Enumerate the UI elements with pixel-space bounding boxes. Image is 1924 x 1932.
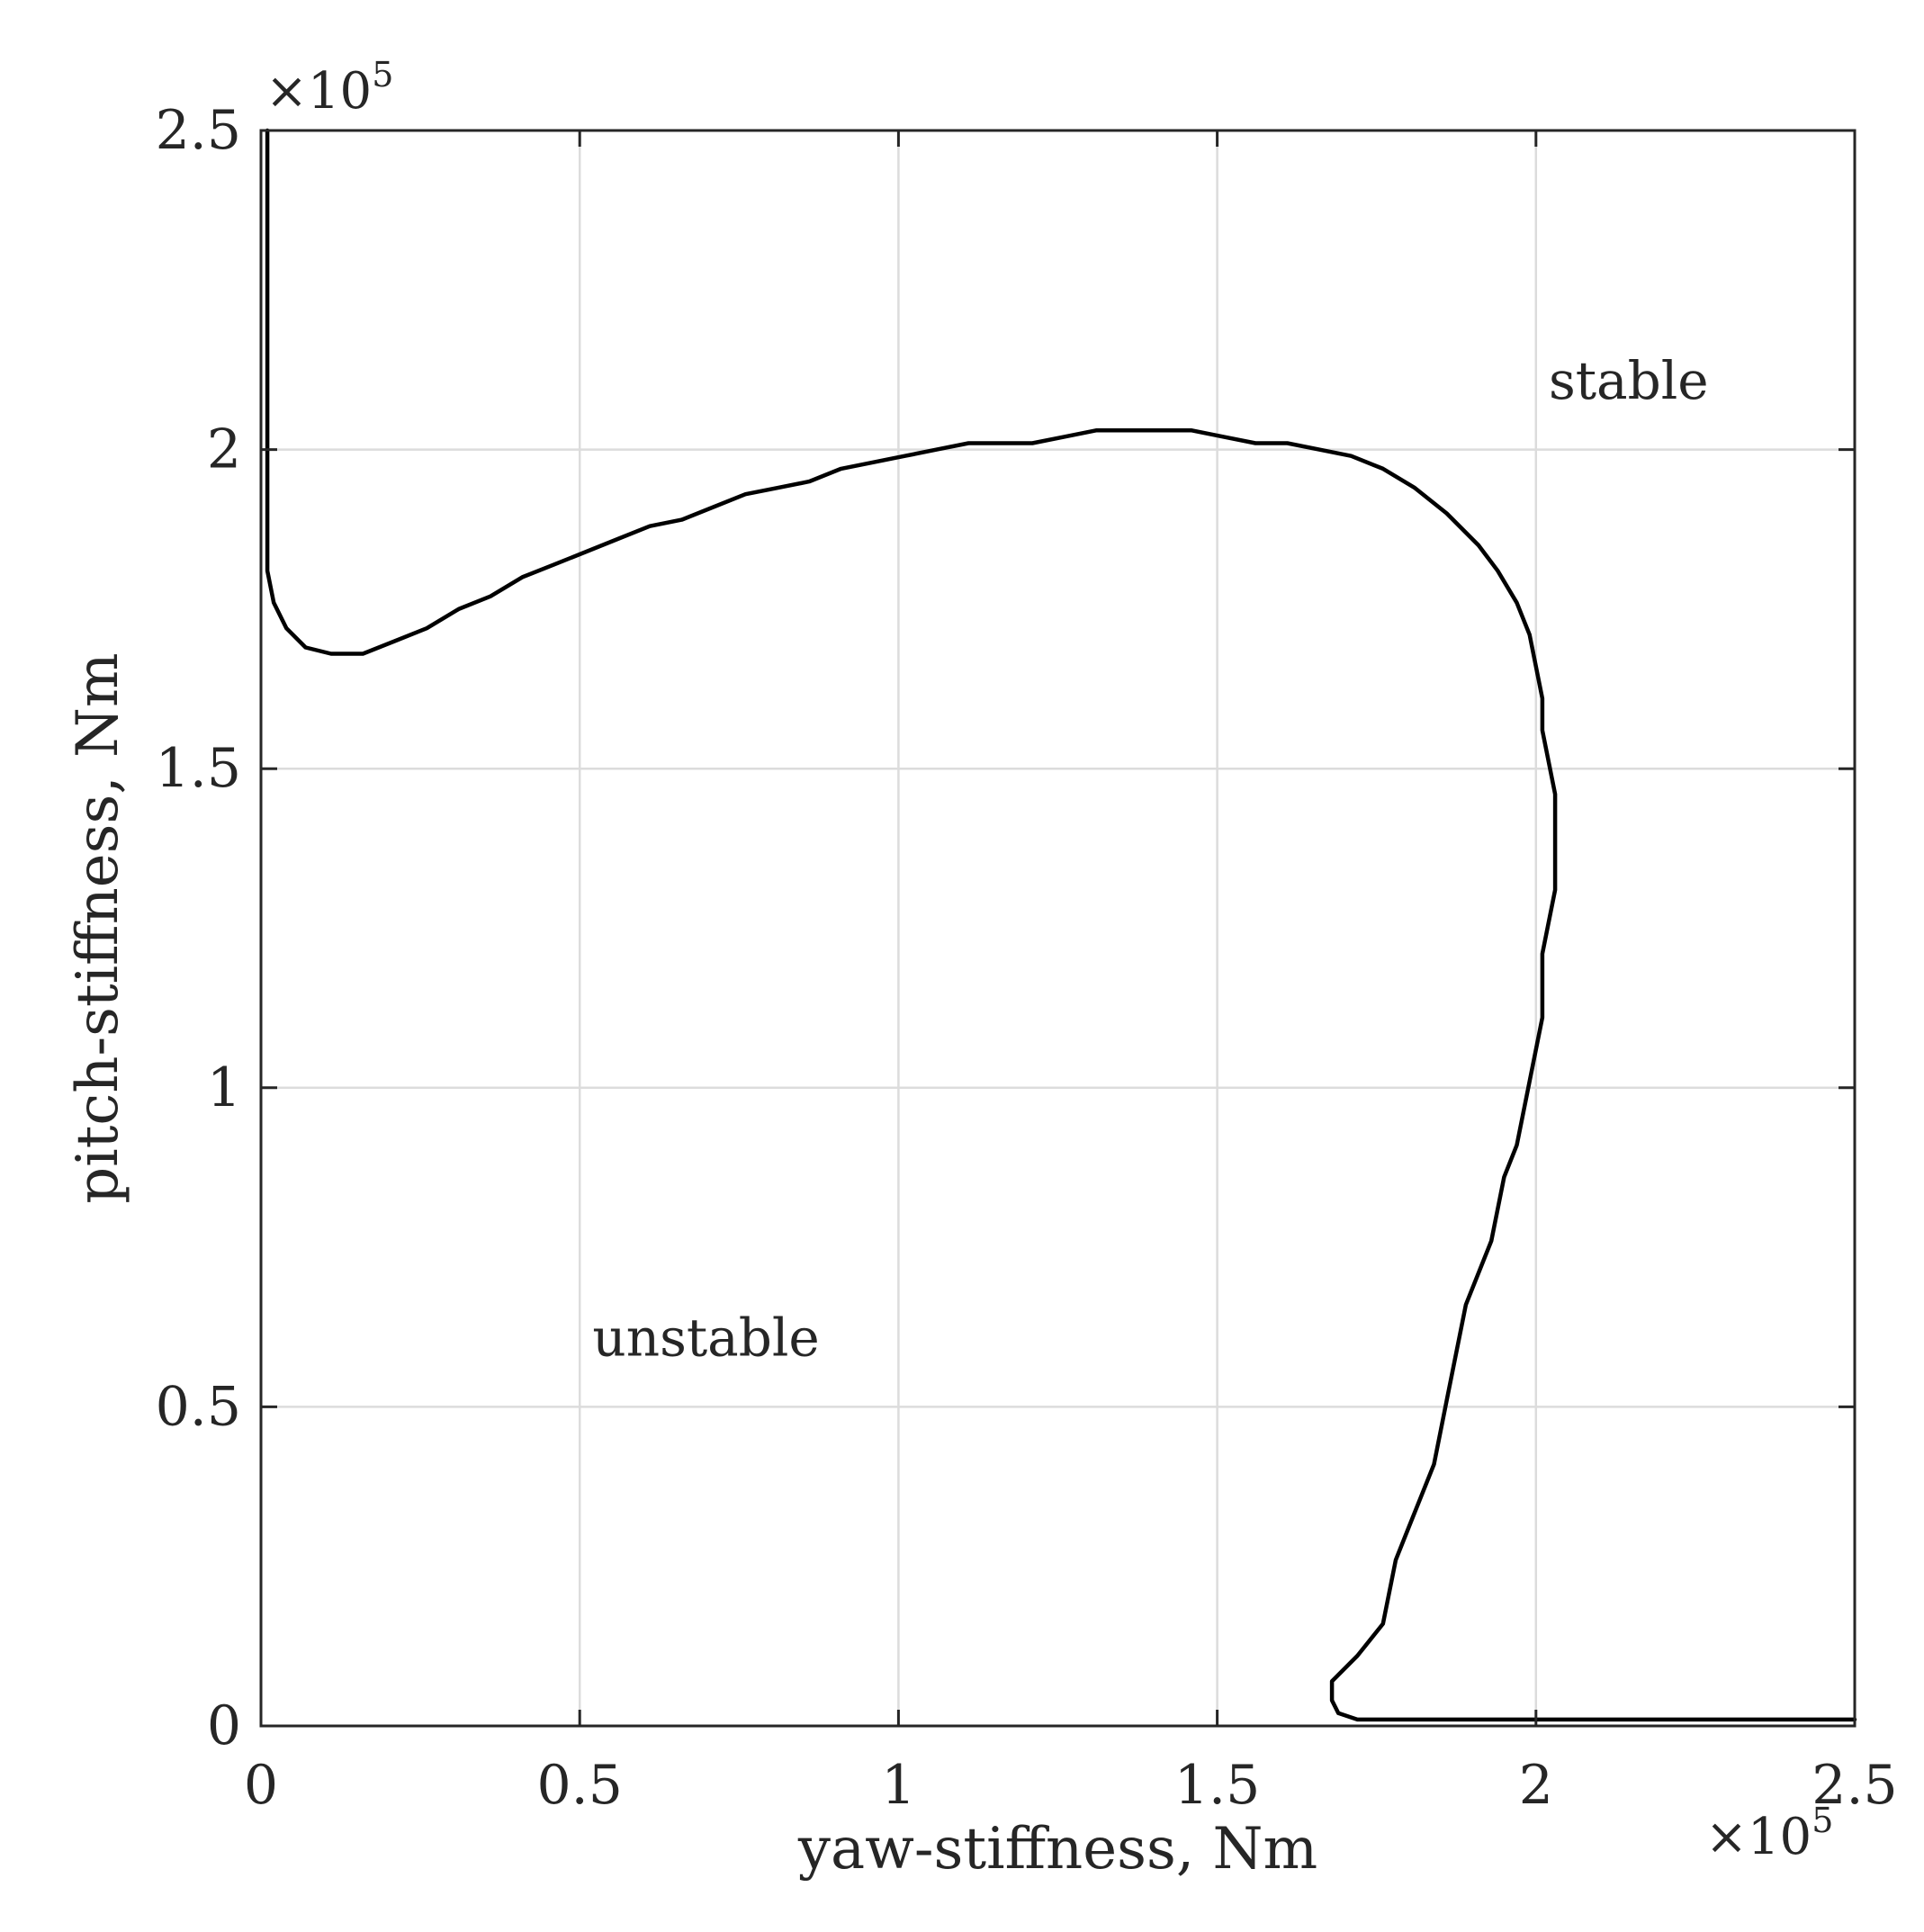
x-tick-label: 1: [881, 1754, 915, 1817]
tick-marks: [259, 129, 1857, 1728]
y-tick-label: 1.5: [156, 737, 241, 800]
x-tick-label: 2: [1519, 1754, 1553, 1817]
axes-box: [259, 129, 1857, 1728]
x-tick-label: 2.5: [1812, 1754, 1897, 1817]
stability-boundary-line: [265, 128, 1857, 1722]
grid-lines: [261, 130, 1855, 1726]
x-axis-multiplier: ×105: [1705, 1801, 1833, 1866]
y-axis-multiplier: ×105: [265, 55, 393, 121]
x-multiplier-exponent: 5: [1812, 1801, 1833, 1840]
y-tick-label: 0.5: [156, 1375, 241, 1438]
x-multiplier-base: ×10: [1705, 1808, 1812, 1866]
y-tick-label: 2.5: [156, 99, 241, 162]
y-multiplier-exponent: 5: [372, 55, 393, 94]
annotation-unstable: unstable: [592, 1307, 819, 1369]
x-tick-label: 0: [244, 1754, 278, 1817]
series-layer: [265, 128, 1857, 1722]
y-multiplier-base: ×10: [265, 62, 372, 121]
y-tick-label: 1: [207, 1056, 241, 1119]
x-tick-label: 1.5: [1174, 1754, 1260, 1817]
y-tick-label: 2: [207, 418, 241, 481]
tick-labels: 0 0.5 1 1.5 2 2.5 0 0.5 1 1.5 2 2.5: [156, 99, 1898, 1817]
annotation-stable: stable: [1549, 350, 1709, 411]
x-axis-label: yaw-stiffness, Nm: [797, 1816, 1317, 1883]
axes-frame: [259, 129, 1857, 1728]
x-tick-label: 0.5: [536, 1754, 622, 1817]
y-tick-label: 0: [207, 1694, 241, 1757]
y-axis-label: pitch-stiffness, Nm: [65, 652, 131, 1204]
